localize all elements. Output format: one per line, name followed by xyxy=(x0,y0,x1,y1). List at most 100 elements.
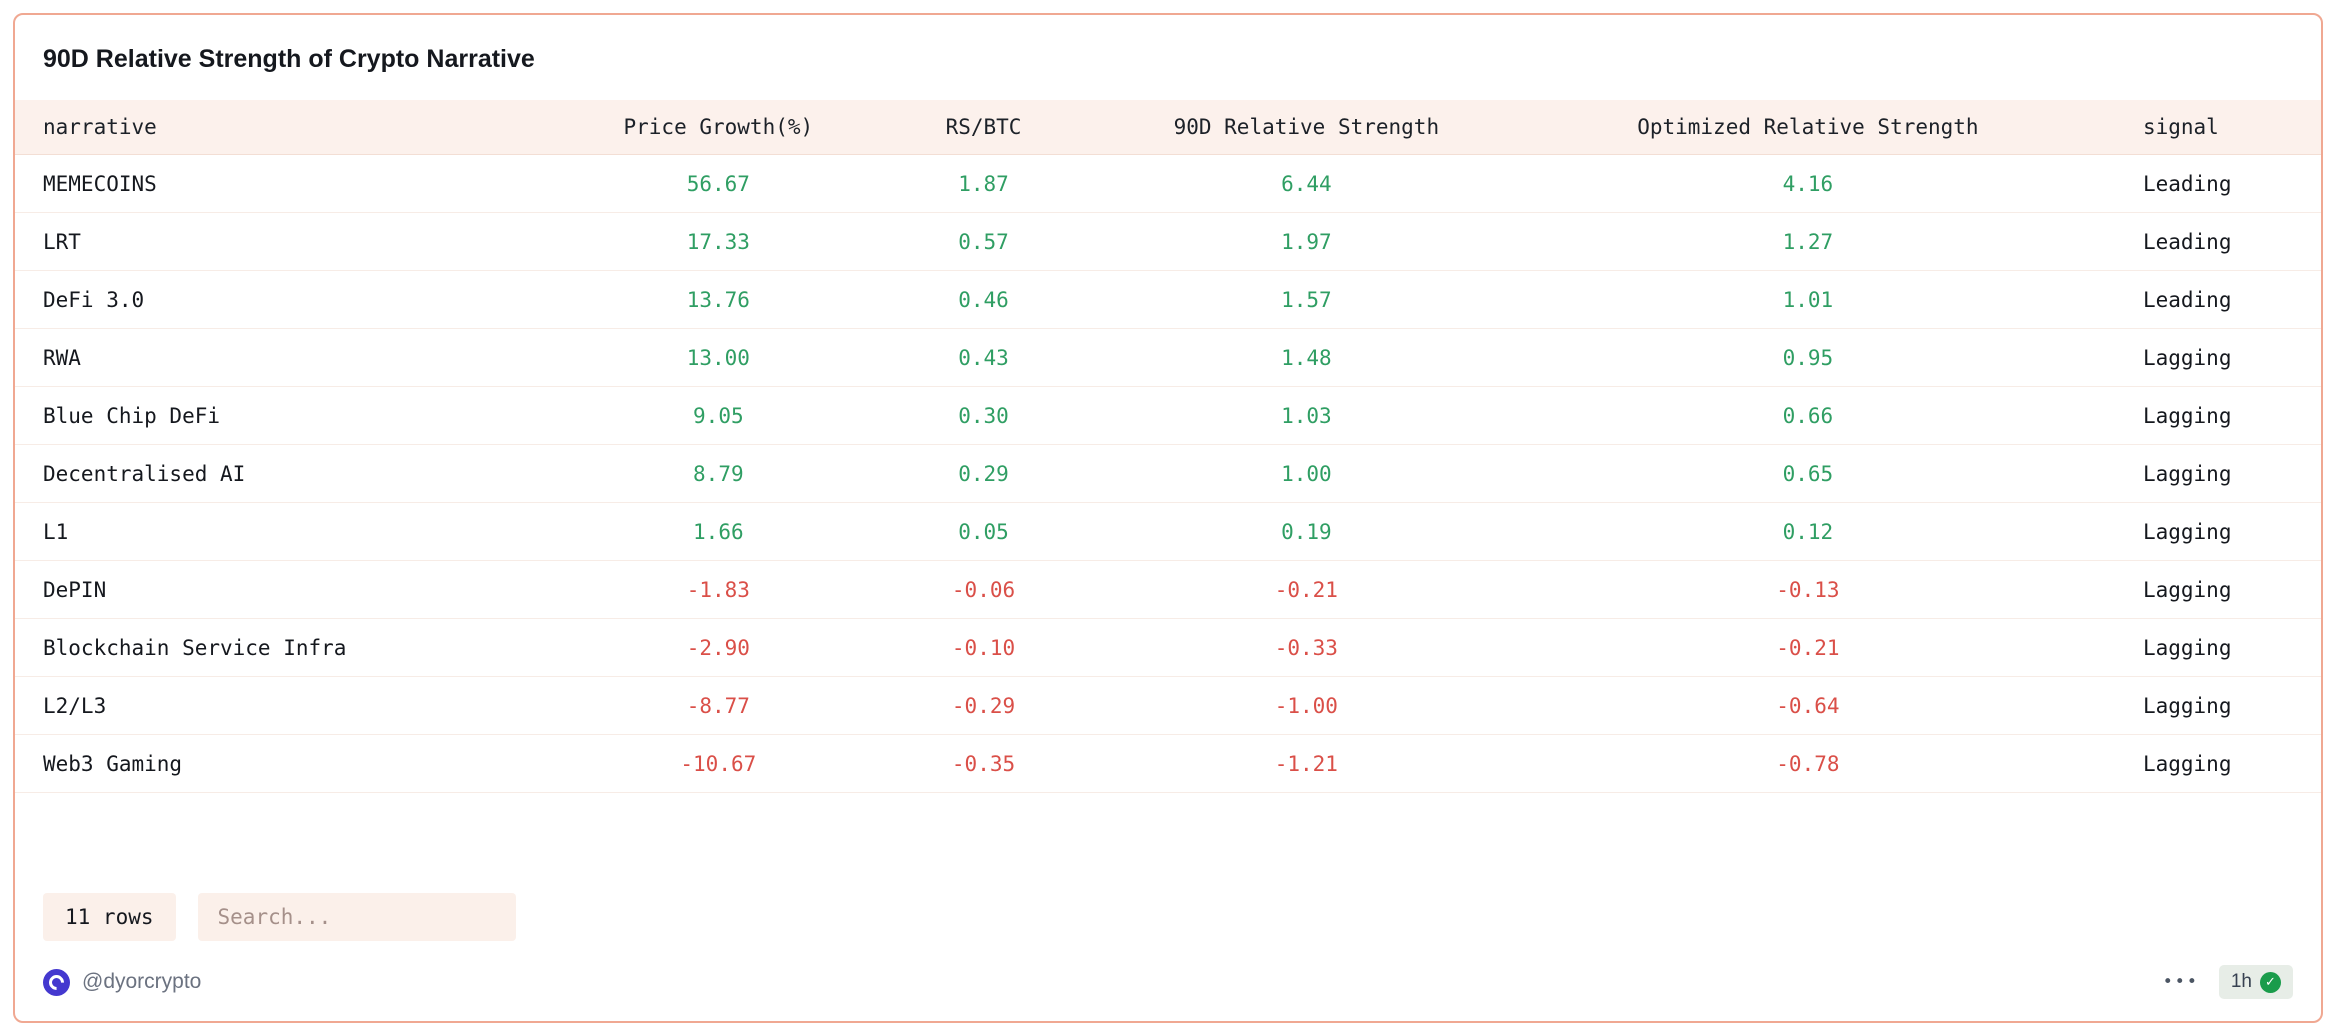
table-cell: -8.77 xyxy=(591,676,846,735)
table-cell: -0.13 xyxy=(1490,560,2125,619)
table-cell: 0.95 xyxy=(1490,328,2125,387)
table-cell: DePIN xyxy=(15,560,592,619)
narrative-table: narrative Price Growth(%) RS/BTC 90D Rel… xyxy=(15,100,2321,793)
table-cell: 1.27 xyxy=(1490,212,2125,271)
table-row: Web3 Gaming -10.67 -0.35 -1.21 -0.78 Lagging xyxy=(15,734,2321,793)
table-cell: -0.64 xyxy=(1490,676,2125,735)
table-cell: Lagging xyxy=(2124,560,2321,619)
narrative-strength-card: 90D Relative Strength of Crypto Narrativ… xyxy=(13,13,2323,1023)
table-row: RWA 13.00 0.43 1.48 0.95 Lagging xyxy=(15,328,2321,387)
table-controls: 11 rows xyxy=(43,893,2321,941)
table-cell: 13.00 xyxy=(591,328,846,387)
column-header-narrative[interactable]: narrative xyxy=(15,100,592,155)
table-cell: Blockchain Service Infra xyxy=(15,618,592,677)
table-row: L1 1.66 0.05 0.19 0.12 Lagging xyxy=(15,502,2321,561)
table-cell: LRT xyxy=(15,212,592,271)
table-cell: 0.29 xyxy=(845,444,1122,503)
table-row: DePIN -1.83 -0.06 -0.21 -0.13 Lagging xyxy=(15,560,2321,619)
table-cell: 4.16 xyxy=(1490,154,2125,213)
table-cell: 0.65 xyxy=(1490,444,2125,503)
table-cell: -0.35 xyxy=(845,734,1122,793)
table-cell: L1 xyxy=(15,502,592,561)
table-cell: 9.05 xyxy=(591,386,846,445)
table-row: MEMECOINS 56.67 1.87 6.44 4.16 Leading xyxy=(15,154,2321,213)
table-cell: Leading xyxy=(2124,154,2321,213)
table-cell: -1.83 xyxy=(591,560,846,619)
table-row: Blue Chip DeFi 9.05 0.30 1.03 0.66 Lagging xyxy=(15,386,2321,445)
table-row: Decentralised AI 8.79 0.29 1.00 0.65 Lagging xyxy=(15,444,2321,503)
table-cell: 0.19 xyxy=(1121,502,1491,561)
table-row: DeFi 3.0 13.76 0.46 1.57 1.01 Leading xyxy=(15,270,2321,329)
table-cell: -0.78 xyxy=(1490,734,2125,793)
table-header-row: narrative Price Growth(%) RS/BTC 90D Rel… xyxy=(15,100,2321,155)
table-cell: 1.66 xyxy=(591,502,846,561)
table-cell: Lagging xyxy=(2124,502,2321,561)
table-cell: Lagging xyxy=(2124,676,2321,735)
table-cell: DeFi 3.0 xyxy=(15,270,592,329)
footer-actions: ••• 1h ✓ xyxy=(2163,965,2293,999)
table-cell: 1.00 xyxy=(1121,444,1491,503)
table-cell: Decentralised AI xyxy=(15,444,592,503)
table-cell: -0.10 xyxy=(845,618,1122,677)
attribution[interactable]: @dyorcrypto xyxy=(43,968,202,996)
table-row: L2/L3 -8.77 -0.29 -1.00 -0.64 Lagging xyxy=(15,676,2321,735)
search-input[interactable] xyxy=(197,893,516,941)
table-cell: 8.79 xyxy=(591,444,846,503)
table-cell: -10.67 xyxy=(591,734,846,793)
table-cell: 17.33 xyxy=(591,212,846,271)
table-cell: 0.12 xyxy=(1490,502,2125,561)
table-cell: MEMECOINS xyxy=(15,154,592,213)
table-cell: 56.67 xyxy=(591,154,846,213)
table-cell: 1.48 xyxy=(1121,328,1491,387)
table-cell: RWA xyxy=(15,328,592,387)
author-handle[interactable]: @dyorcrypto xyxy=(82,970,202,993)
dyor-logo-icon xyxy=(43,968,70,996)
table-cell: Lagging xyxy=(2124,618,2321,677)
table-cell: 1.97 xyxy=(1121,212,1491,271)
table-cell: Leading xyxy=(2124,270,2321,329)
table-cell: Leading xyxy=(2124,212,2321,271)
table-cell: -0.33 xyxy=(1121,618,1491,677)
table-cell: Lagging xyxy=(2124,444,2321,503)
column-header-signal[interactable]: signal xyxy=(2124,100,2321,155)
table-row: Blockchain Service Infra -2.90 -0.10 -0.33-… xyxy=(15,618,2321,677)
column-header-rs-btc[interactable]: RS/BTC xyxy=(845,100,1122,155)
rows-count-button[interactable]: 11 rows xyxy=(43,893,176,941)
table-cell: -2.90 xyxy=(591,618,846,677)
table-cell: -1.00 xyxy=(1121,676,1491,735)
table-cell: 1.87 xyxy=(845,154,1122,213)
card-footer: @dyorcrypto ••• 1h ✓ xyxy=(15,949,2321,1021)
table-cell: Web3 Gaming xyxy=(15,734,592,793)
table-cell: 1.01 xyxy=(1490,270,2125,329)
timestamp-badge[interactable]: 1h ✓ xyxy=(2218,965,2293,999)
table-cell: L2/L3 xyxy=(15,676,592,735)
more-options-icon[interactable]: ••• xyxy=(2162,971,2199,992)
page-title: 90D Relative Strength of Crypto Narrativ… xyxy=(43,45,535,73)
table-cell: Lagging xyxy=(2124,386,2321,445)
timestamp-text: 1h xyxy=(2230,971,2252,992)
table-cell: 0.46 xyxy=(845,270,1122,329)
table-cell: 0.66 xyxy=(1490,386,2125,445)
table-cell: 0.30 xyxy=(845,386,1122,445)
table-cell: 13.76 xyxy=(591,270,846,329)
table-cell: -0.29 xyxy=(845,676,1122,735)
table-cell: 1.57 xyxy=(1121,270,1491,329)
column-header-90d-relative-strength[interactable]: 90D Relative Strength xyxy=(1121,100,1491,155)
table-cell: 6.44 xyxy=(1121,154,1491,213)
verified-check-icon: ✓ xyxy=(2260,971,2281,993)
table-cell: 0.43 xyxy=(845,328,1122,387)
table-cell: 0.05 xyxy=(845,502,1122,561)
table-cell: -0.21 xyxy=(1121,560,1491,619)
table-cell: -1.21 xyxy=(1121,734,1491,793)
table-cell: -0.21 xyxy=(1490,618,2125,677)
table-cell: 0.57 xyxy=(845,212,1122,271)
table-cell: Lagging xyxy=(2124,734,2321,793)
table-cell: Lagging xyxy=(2124,328,2321,387)
column-header-optimized-relative-strength[interactable]: Optimized Relative Strength xyxy=(1490,100,2125,155)
table-cell: Blue Chip DeFi xyxy=(15,386,592,445)
table-body: MEMECOINS 56.67 1.87 6.44 4.16 Leading LRT 17.3… xyxy=(15,154,2321,793)
column-header-price-growth[interactable]: Price Growth(%) xyxy=(591,100,846,155)
table-row: LRT 17.33 0.57 1.97 1.27 Leading xyxy=(15,212,2321,271)
table-cell: 1.03 xyxy=(1121,386,1491,445)
table-cell: -0.06 xyxy=(845,560,1122,619)
